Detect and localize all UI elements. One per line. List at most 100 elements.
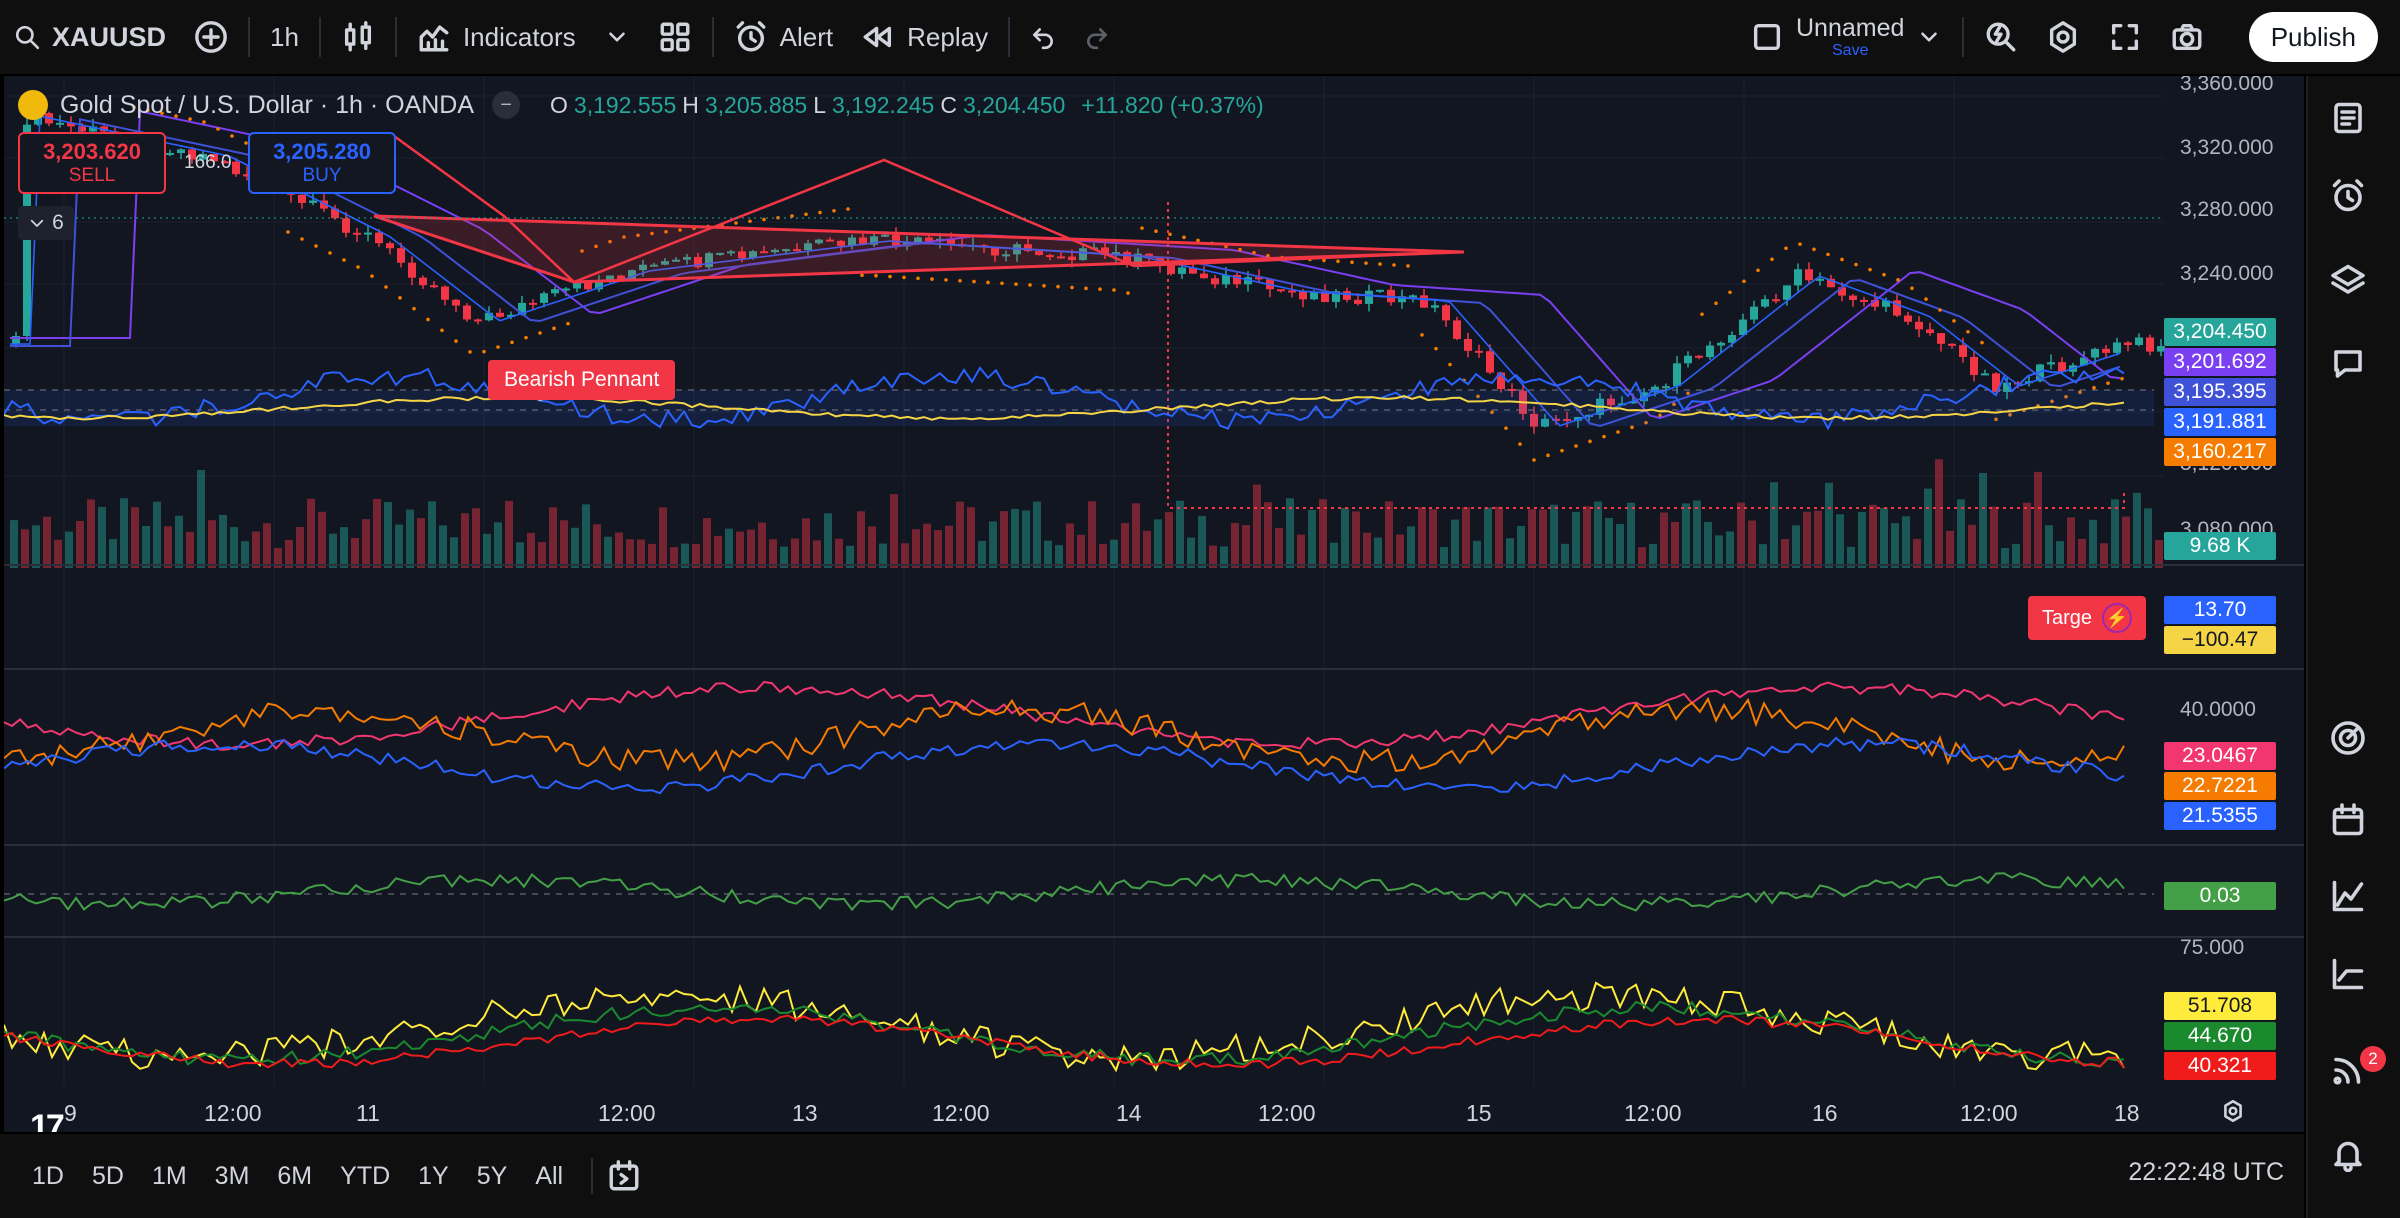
range-1m[interactable]: 1M [151,1161,187,1190]
range-ytd[interactable]: YTD [340,1161,391,1190]
gear-icon [2050,21,2077,53]
sar-dot [1826,252,1830,257]
chat-icon[interactable] [2330,346,2366,382]
layout-name-button[interactable]: Unnamed Save [1736,0,1956,74]
candle-body [2113,342,2121,353]
volume-bar [780,546,788,568]
alarm-clock-icon[interactable] [2330,178,2366,214]
volume-bar [1022,510,1030,568]
volume-bar [406,509,414,568]
indicators-toggle[interactable]: 6 [18,206,74,240]
signal-icon[interactable] [2330,1052,2366,1088]
range-5d[interactable]: 5D [91,1161,124,1190]
indicators-button[interactable]: Indicators [403,0,590,74]
sar-dot [1406,264,1410,268]
volume-bar [2155,540,2163,568]
sar-dot [1042,284,1046,288]
layout-button[interactable] [644,0,706,74]
sar-dot [664,229,668,234]
candle-body [1695,355,1703,358]
indicator-templates-button[interactable] [590,0,644,74]
volume-bar [230,527,238,568]
go-to-date-icon[interactable] [607,1159,641,1193]
pane-divider[interactable] [4,936,2304,938]
volume-bar [1495,506,1503,568]
collapse-legend-button[interactable]: − [492,91,521,119]
candle-body [518,302,526,315]
range-6m[interactable]: 6M [277,1161,313,1190]
sar-dot [300,237,304,241]
symbol-search[interactable]: XAUUSD [0,0,180,74]
volume-bar [1429,509,1437,568]
chevron-down-icon [31,219,44,227]
sar-dot [1560,448,1564,453]
publish-button[interactable]: Publish [2248,12,2378,62]
pine-editor-icon[interactable] [2330,878,2366,914]
settings-button[interactable] [2032,0,2094,74]
sar-dot [1112,288,1116,292]
range-all[interactable]: All [535,1161,564,1190]
candle-body [177,149,185,154]
chart-canvas[interactable]: Gold Spot / U.S. Dollar · 1h · OANDA − O… [4,76,2304,1132]
candle-body [2091,348,2099,358]
sar-dot [636,233,640,238]
snapshot-button[interactable] [2156,0,2218,74]
watchlist-icon[interactable] [2330,100,2366,136]
sar-dot [1014,282,1018,286]
sar-dot [412,306,416,311]
target-label[interactable]: Targe ⚡ [2028,596,2147,640]
volume-bar [153,501,161,568]
bottom-toolbar: 1D 5D 1M 3M 6M YTD 1Y 5Y All 22:22:48 UT… [0,1134,2304,1218]
axis-settings-icon[interactable] [2220,1098,2246,1124]
fullscreen-button[interactable] [2094,0,2156,74]
open-value: 3,192.555 [573,91,677,118]
candle-body [298,194,306,203]
pane-divider[interactable] [4,668,2304,670]
sar-dot [804,212,808,217]
alert-button[interactable]: Alert [720,0,847,74]
high-value: 3,205.885 [704,91,808,118]
candle-body [1915,321,1923,330]
volume-bar [494,522,502,568]
calendar-icon[interactable] [2330,802,2366,838]
target-icon[interactable] [2330,720,2366,756]
quick-search-button[interactable] [1970,0,2032,74]
sar-dot [1070,285,1074,290]
sar-dot [1602,434,1606,439]
volume-bar [1693,500,1701,568]
pane-divider[interactable] [4,564,2304,566]
volume-bar [1396,534,1404,568]
compare-symbol-button[interactable] [180,0,242,74]
pane-divider[interactable] [4,844,2304,846]
sar-dot [594,244,598,249]
strategy-tester-icon[interactable] [2330,956,2366,992]
range-5y[interactable]: 5Y [476,1161,508,1190]
volume-bar [846,545,854,568]
range-3m[interactable]: 3M [214,1161,250,1190]
pattern-label[interactable]: Bearish Pennant [488,360,676,400]
interval-button[interactable]: 1h [256,0,313,74]
bell-icon[interactable] [2330,1136,2366,1172]
candle-body [353,232,361,235]
layers-icon[interactable] [2330,262,2366,298]
volume-bar [1297,534,1305,568]
volume-bar [1825,482,1833,568]
dmi-tick: 40.0000 [2180,698,2256,721]
buy-button[interactable]: 3,205.280 BUY [248,132,396,194]
candle-body [2157,346,2165,352]
tradingview-logo[interactable]: 17 [30,1108,65,1132]
sar-dot [132,105,136,110]
legend-title[interactable]: Gold Spot / U.S. Dollar · 1h · OANDA [60,90,475,119]
sar-dot [860,273,864,278]
clock[interactable]: 22:22:48 UTC [2128,1158,2284,1186]
sar-dot [930,277,934,281]
undo-button[interactable] [1016,0,1070,74]
candle-body [452,299,460,306]
redo-button[interactable] [1070,0,1124,74]
chart-type-button[interactable] [327,0,389,74]
range-1y[interactable]: 1Y [418,1161,449,1190]
range-1d[interactable]: 1D [32,1161,64,1190]
sell-button[interactable]: 3,203.620 SELL [18,132,166,194]
toolbar-divider [711,17,714,57]
replay-button[interactable]: Replay [847,0,1002,74]
